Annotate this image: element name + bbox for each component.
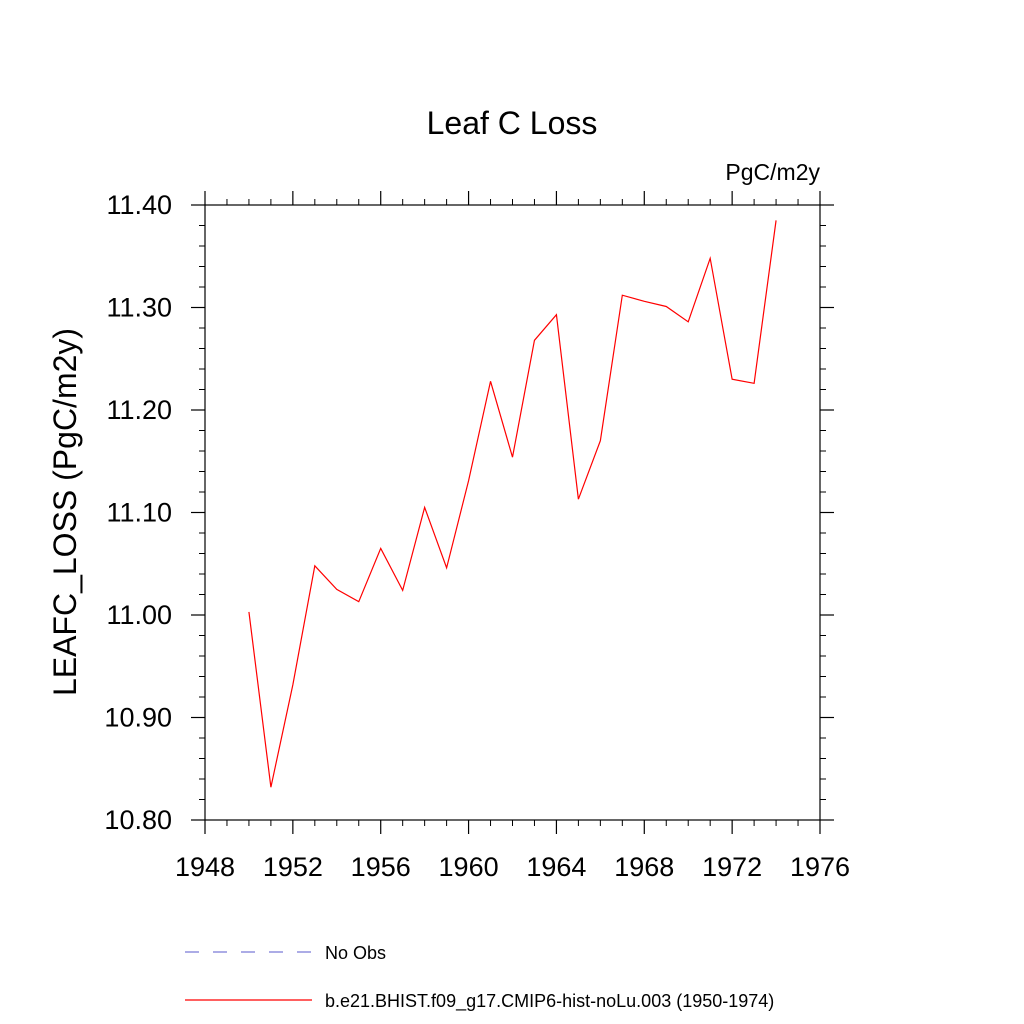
x-tick-label: 1972: [702, 852, 762, 882]
y-axis-label: LEAFC_LOSS (PgC/m2y): [47, 328, 83, 696]
plot-frame: [204, 204, 821, 821]
x-tick-label: 1960: [439, 852, 499, 882]
axis-tick-labels: 1948 1952 1956 1960 1964 1968 1972 1976 10.80 10.…: [104, 190, 850, 882]
legend-label-1: b.e21.BHIST.f09_g17.CMIP6-hist-noLu.003 …: [325, 991, 774, 1012]
legend-label-0: No Obs: [325, 943, 386, 963]
y-tick-label: 10.90: [104, 703, 172, 733]
units-label: PgC/m2y: [725, 159, 820, 185]
x-tick-label: 1976: [790, 852, 850, 882]
x-tick-label: 1964: [526, 852, 586, 882]
y-tick-label: 11.40: [106, 190, 172, 220]
x-tick-label: 1952: [263, 852, 323, 882]
axis-ticks: [191, 191, 834, 834]
y-tick-label: 10.80: [104, 805, 172, 835]
y-tick-label: 11.10: [106, 498, 172, 528]
x-tick-label: 1956: [351, 852, 411, 882]
series-group: [248, 220, 777, 788]
legend: No Obs b.e21.BHIST.f09_g17.CMIP6-hist-noL…: [185, 943, 774, 1012]
chart-title: Leaf C Loss: [427, 105, 598, 141]
y-tick-label: 11.30: [106, 293, 172, 323]
y-tick-label: 11.20: [106, 395, 172, 425]
y-tick-label: 11.00: [106, 600, 172, 630]
x-tick-label: 1968: [614, 852, 674, 882]
series-line-0: [248, 220, 777, 788]
x-tick-label: 1948: [175, 852, 235, 882]
